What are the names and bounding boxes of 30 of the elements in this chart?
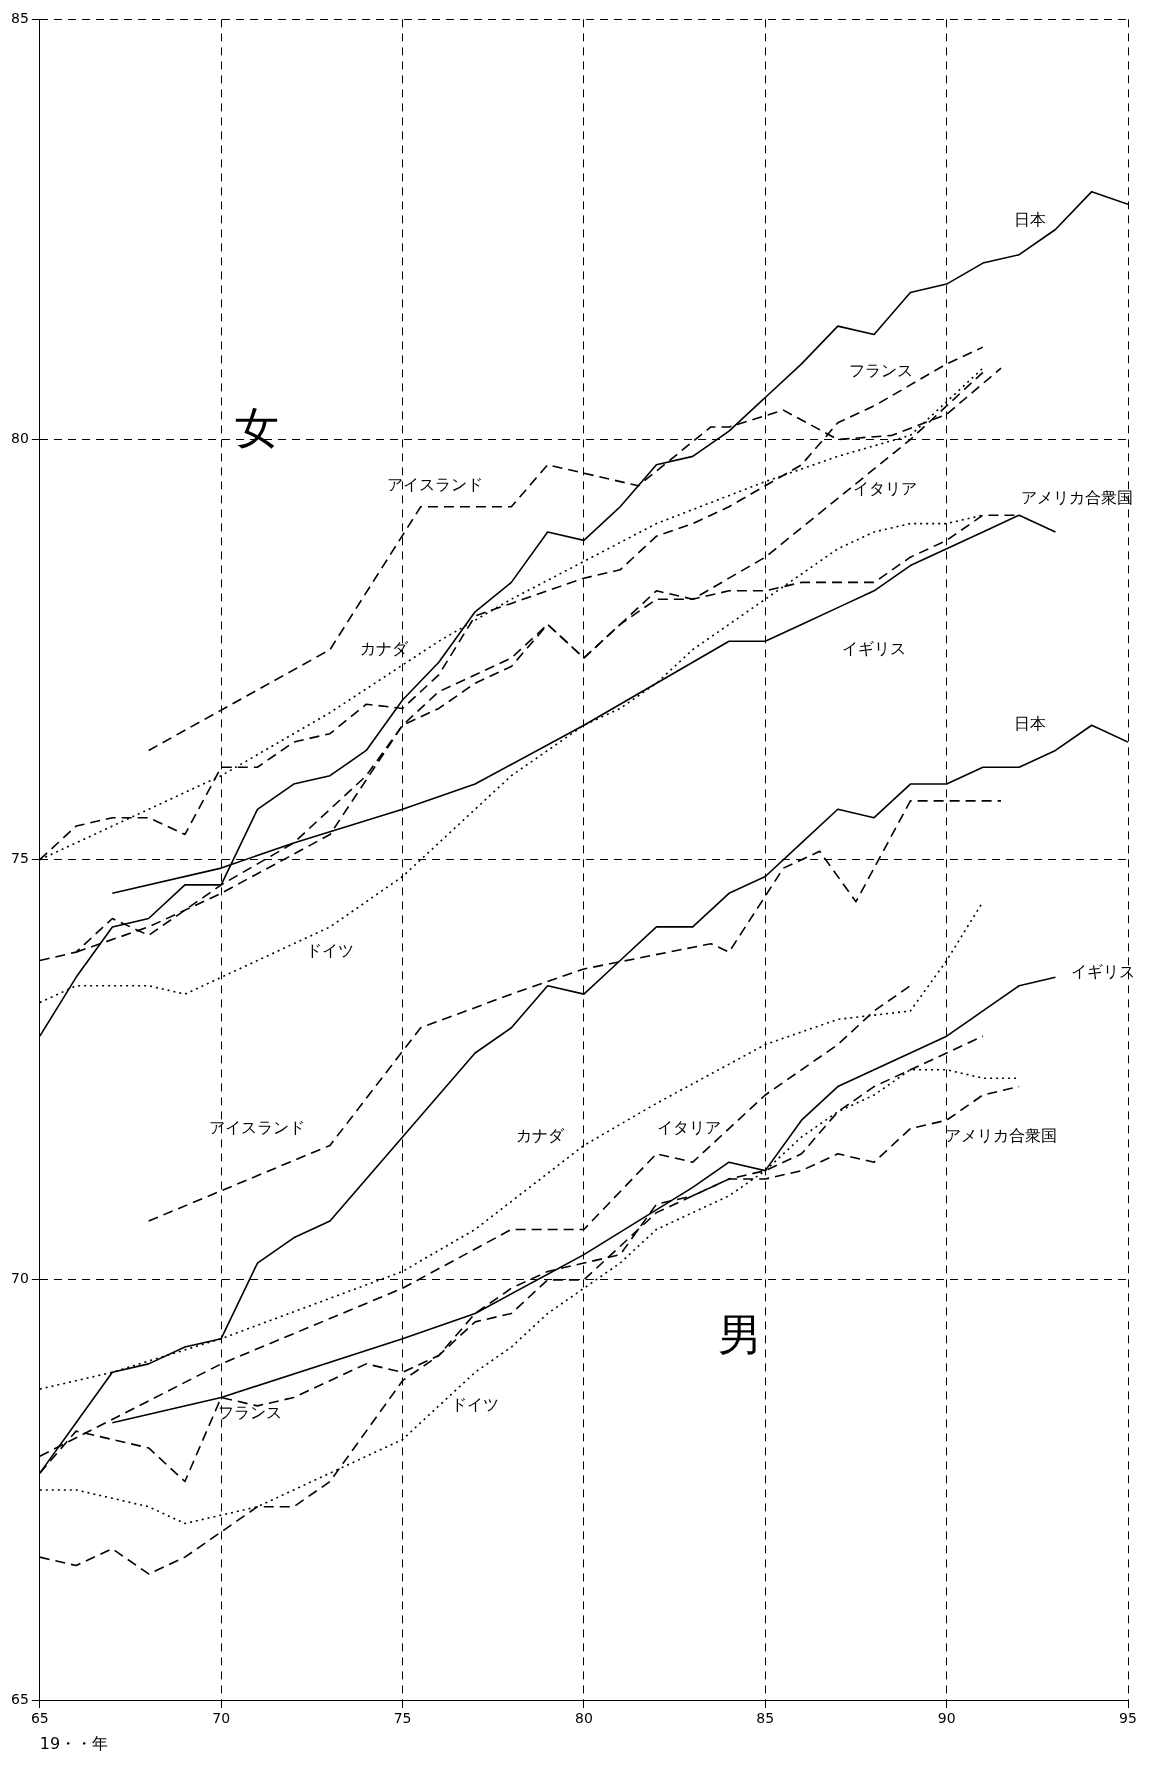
series-label: フランス bbox=[218, 1403, 283, 1423]
series-label: アイスランド bbox=[387, 474, 484, 494]
series-label: アメリカ合衆国 bbox=[1021, 487, 1134, 507]
series-label: アメリカ合衆国 bbox=[945, 1126, 1058, 1146]
y-tick-label: 70 bbox=[10, 1270, 29, 1287]
x-tick-label: 90 bbox=[937, 1710, 956, 1727]
x-tick-label: 95 bbox=[1119, 1710, 1137, 1727]
y-tick-label: 80 bbox=[10, 430, 29, 447]
series-label: フランス bbox=[849, 361, 914, 381]
series-label: 日本 bbox=[1014, 714, 1047, 734]
y-tick-label: 85 bbox=[10, 10, 29, 27]
series-label: ドイツ bbox=[451, 1395, 500, 1415]
series-label: 日本 bbox=[1014, 210, 1047, 230]
annotation: 女 bbox=[235, 401, 280, 453]
y-tick-label: 75 bbox=[10, 850, 29, 867]
series-label: イギリス bbox=[842, 638, 907, 658]
x-tick-label: 70 bbox=[212, 1710, 231, 1727]
y-tick-label: 65 bbox=[10, 1690, 29, 1707]
x-tick-label: 80 bbox=[574, 1710, 593, 1727]
x-tick-label: 75 bbox=[393, 1710, 412, 1727]
x-tick-label: 85 bbox=[756, 1710, 775, 1727]
x-tick-label: 65 bbox=[30, 1710, 49, 1727]
series-label: ドイツ bbox=[306, 941, 354, 961]
annotation: 男 bbox=[717, 1309, 762, 1361]
series-label: イタリア bbox=[657, 1117, 722, 1137]
series-label: カナダ bbox=[516, 1126, 566, 1146]
x-axis-title: 19・・年 bbox=[39, 1733, 109, 1753]
series-label: カナダ bbox=[360, 638, 410, 658]
series-label: アイスランド bbox=[209, 1117, 306, 1137]
series-label: イタリア bbox=[852, 479, 917, 499]
